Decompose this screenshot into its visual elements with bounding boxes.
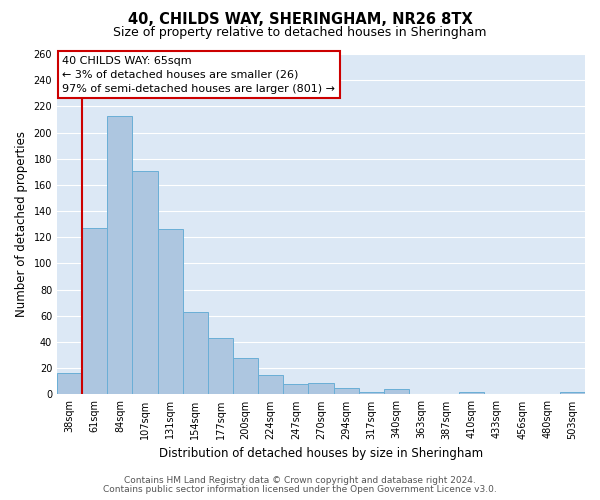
Text: Size of property relative to detached houses in Sheringham: Size of property relative to detached ho… [113, 26, 487, 39]
Bar [359, 392, 384, 394]
Bar [133, 170, 158, 394]
Bar [82, 228, 107, 394]
Y-axis label: Number of detached properties: Number of detached properties [15, 131, 28, 317]
Bar [308, 382, 334, 394]
Bar [384, 389, 409, 394]
Text: 40, CHILDS WAY, SHERINGHAM, NR26 8TX: 40, CHILDS WAY, SHERINGHAM, NR26 8TX [128, 12, 472, 28]
X-axis label: Distribution of detached houses by size in Sheringham: Distribution of detached houses by size … [159, 447, 483, 460]
Bar [158, 230, 183, 394]
Bar [233, 358, 258, 395]
Bar [258, 375, 283, 394]
Bar [57, 374, 82, 394]
Bar [334, 388, 359, 394]
Bar [459, 392, 484, 394]
Bar [283, 384, 308, 394]
Bar [183, 312, 208, 394]
Text: Contains public sector information licensed under the Open Government Licence v3: Contains public sector information licen… [103, 485, 497, 494]
Bar [208, 338, 233, 394]
Text: Contains HM Land Registry data © Crown copyright and database right 2024.: Contains HM Land Registry data © Crown c… [124, 476, 476, 485]
Text: 40 CHILDS WAY: 65sqm
← 3% of detached houses are smaller (26)
97% of semi-detach: 40 CHILDS WAY: 65sqm ← 3% of detached ho… [62, 56, 335, 94]
Bar [107, 116, 133, 394]
Bar [560, 392, 585, 394]
